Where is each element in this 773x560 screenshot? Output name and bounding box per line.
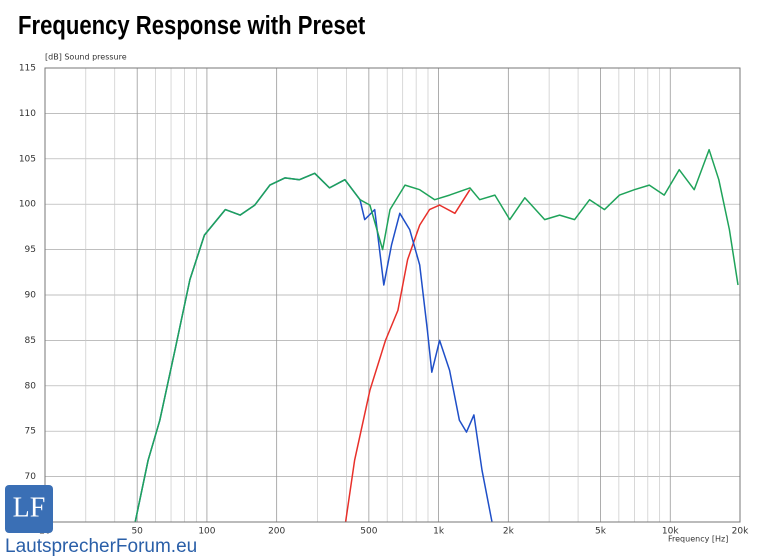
grid: 6570758085909510010511011520501002005001…: [19, 64, 749, 537]
y-tick-label: 70: [25, 472, 37, 482]
x-tick-label: 100: [198, 527, 215, 537]
x-axis-label: Frequency [Hz]: [668, 535, 728, 544]
y-tick-label: 90: [25, 291, 37, 301]
watermark: LautsprecherForum.eu: [5, 536, 197, 557]
y-tick-label: 105: [19, 154, 36, 164]
x-tick-label: 1k: [433, 527, 445, 537]
x-tick-label: 500: [360, 527, 377, 537]
x-tick-label: 20k: [732, 527, 749, 537]
logo: LF: [13, 492, 46, 523]
x-tick-label: 200: [268, 527, 285, 537]
y-tick-label: 80: [25, 381, 37, 391]
series-line: [344, 189, 471, 523]
logo-box: [5, 485, 53, 533]
x-tick-label: 10k: [662, 527, 679, 537]
x-tick-label: 2k: [503, 527, 515, 537]
y-tick-label: 95: [25, 245, 36, 255]
plot-frame: [44, 67, 741, 523]
y-tick-label: 115: [19, 64, 36, 74]
x-tick-label: 50: [131, 527, 143, 537]
y-tick-label: 100: [19, 200, 36, 210]
chart-title: Frequency Response with Preset: [18, 11, 365, 40]
plot: [134, 148, 739, 523]
series-line: [134, 148, 739, 523]
y-tick-label: 85: [25, 336, 36, 346]
y-tick-label: 75: [25, 427, 36, 437]
y-axis-label: [dB] Sound pressure: [45, 53, 127, 62]
x-tick-label: 5k: [595, 527, 607, 537]
y-tick-label: 110: [19, 109, 36, 119]
